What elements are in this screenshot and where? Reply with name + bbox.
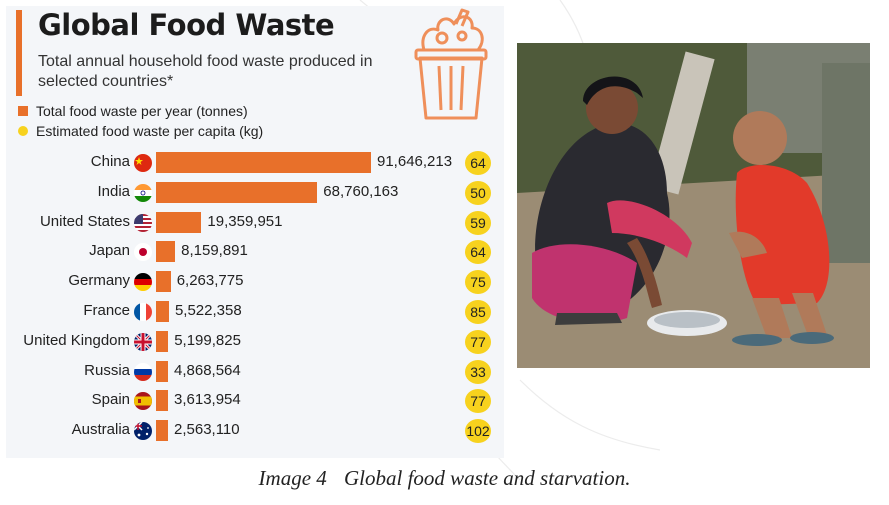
country-label: Australia <box>71 421 130 439</box>
bar-total <box>156 211 202 233</box>
per-capita-badge: 102 <box>465 419 491 444</box>
legend-swatch-dot <box>18 126 28 136</box>
value-label: 8,159,891 <box>181 242 248 260</box>
bar-total <box>156 330 169 352</box>
bar-total <box>156 271 171 293</box>
legend-item-per-capita: Estimated food waste per capita (kg) <box>18 123 263 139</box>
infographic-panel: Global Food Waste Total annual household… <box>6 6 504 458</box>
country-label: Spain <box>91 391 130 409</box>
value-label: 4,868,564 <box>174 361 241 379</box>
legend-label-total: Total food waste per year (tonnes) <box>36 103 248 119</box>
bar-total <box>156 360 168 382</box>
country-label: France <box>83 302 130 319</box>
value-label: 6,263,775 <box>176 272 244 290</box>
photo-woman-child-bowl-icon <box>517 43 870 368</box>
caption-label: Image 4 <box>258 466 327 490</box>
title-accent-bar <box>16 10 22 96</box>
bar-total <box>156 301 169 322</box>
value-label: 2,563,110 <box>174 421 240 439</box>
country-label: India <box>97 182 130 200</box>
country-label: United States <box>39 212 130 230</box>
trash-bin-food-icon <box>414 8 488 120</box>
legend-label-per-capita: Estimated food waste per capita (kg) <box>36 123 264 139</box>
value-label: 19,359,951 <box>207 212 283 230</box>
legend-swatch-square <box>18 106 28 116</box>
figure-caption: Image 4 Global food waste and starvation… <box>0 466 889 491</box>
per-capita-badge: 64 <box>465 151 491 175</box>
japan-flag-icon <box>134 243 152 262</box>
per-capita-badge: 75 <box>465 270 491 295</box>
per-capita-badge: 85 <box>465 300 491 324</box>
value-label: 68,760,163 <box>323 182 399 200</box>
value-label: 91,646,213 <box>377 153 453 170</box>
caption-text: Global food waste and starvation. <box>344 466 631 490</box>
per-capita-badge: 77 <box>465 389 491 414</box>
bar-total <box>156 390 168 412</box>
value-label: 5,522,358 <box>174 302 242 319</box>
india-flag-icon <box>134 183 152 202</box>
chart-title: Global Food Waste <box>38 8 335 42</box>
germany-flag-icon <box>134 273 152 292</box>
country-label: Russia <box>84 361 130 379</box>
country-label: Japan <box>89 242 130 260</box>
per-capita-badge: 50 <box>465 180 491 205</box>
value-label: 3,613,954 <box>174 391 241 409</box>
per-capita-badge: 33 <box>465 359 491 384</box>
per-capita-badge: 77 <box>465 329 491 354</box>
per-capita-badge: 64 <box>465 240 491 265</box>
bar-total <box>156 420 168 442</box>
country-label: China <box>90 153 130 170</box>
australia-flag-icon <box>134 422 152 441</box>
bar-total <box>156 152 371 173</box>
spain-flag-icon <box>134 392 152 411</box>
per-capita-badge: 59 <box>465 210 491 235</box>
chart-subtitle: Total annual household food waste produc… <box>38 53 373 90</box>
country-label: United Kingdom <box>23 331 130 349</box>
china-flag-icon <box>134 154 152 172</box>
legend-item-total: Total food waste per year (tonnes) <box>18 103 248 119</box>
russia-flag-icon <box>134 362 152 381</box>
bar-total <box>156 181 318 203</box>
bar-chart: China 91,646,213 64 India 68,760,163 50 United… <box>6 6 504 458</box>
bar-total <box>156 241 176 263</box>
value-label: 5,199,825 <box>174 331 241 349</box>
uk-flag-icon <box>134 332 152 351</box>
usa-flag-icon <box>134 213 152 232</box>
france-flag-icon <box>134 303 152 321</box>
country-label: Germany <box>68 272 130 290</box>
